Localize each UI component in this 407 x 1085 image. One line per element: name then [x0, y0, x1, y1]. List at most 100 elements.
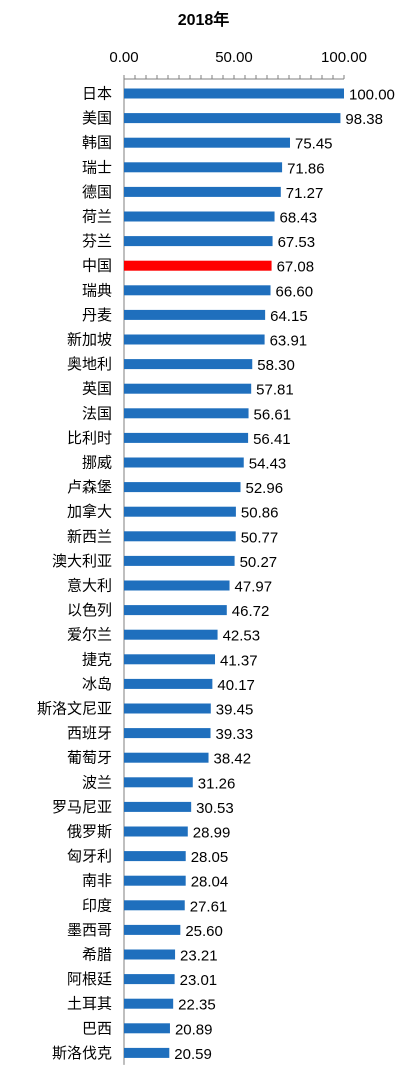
x-tick-label: 100.00	[321, 49, 367, 66]
category-label: 希腊	[82, 947, 112, 964]
category-label: 意大利	[67, 577, 112, 595]
category-label: 冰岛	[82, 676, 112, 693]
data-label: 28.05	[191, 849, 229, 866]
data-label: 58.30	[257, 357, 295, 374]
bar	[124, 851, 186, 862]
category-label: 罗马尼亚	[52, 799, 112, 816]
category-label: 挪威	[82, 455, 112, 472]
category-label: 斯洛伐克	[52, 1045, 112, 1062]
bar	[124, 211, 275, 222]
data-label: 47.97	[235, 579, 273, 596]
bar	[124, 1023, 170, 1034]
data-label: 56.41	[253, 431, 291, 448]
bar	[124, 88, 344, 99]
bar	[124, 359, 253, 370]
data-label: 22.35	[178, 997, 216, 1014]
data-label: 75.45	[295, 136, 333, 153]
data-label: 20.59	[174, 1046, 212, 1063]
data-label: 28.04	[191, 874, 229, 891]
bar	[124, 728, 211, 739]
category-label: 南非	[82, 873, 112, 890]
category-label: 葡萄牙	[67, 750, 112, 767]
bar	[124, 974, 175, 985]
bar	[124, 703, 211, 714]
data-label: 100.00	[349, 87, 395, 104]
bar	[124, 531, 236, 542]
data-label: 20.89	[175, 1021, 213, 1038]
data-label: 68.43	[280, 210, 318, 227]
category-label: 比利时	[67, 430, 112, 447]
bar	[124, 113, 341, 124]
bar	[124, 162, 283, 173]
data-label: 28.99	[193, 825, 231, 842]
data-label: 98.38	[345, 111, 383, 128]
category-label: 阿根廷	[67, 971, 112, 988]
bar	[124, 949, 176, 960]
data-label: 50.86	[241, 505, 279, 522]
bar	[124, 605, 227, 616]
category-label: 芬兰	[82, 233, 112, 250]
category-label: 德国	[82, 183, 112, 201]
data-label: 23.01	[180, 972, 218, 989]
data-label: 71.27	[286, 185, 324, 202]
bar	[124, 924, 181, 935]
data-label: 63.91	[270, 333, 308, 350]
category-label: 澳大利亚	[52, 553, 112, 570]
data-label: 64.15	[270, 308, 308, 325]
data-label: 23.21	[180, 948, 218, 965]
category-label: 奥地利	[67, 356, 112, 373]
bar	[124, 629, 218, 640]
category-label: 瑞典	[82, 282, 112, 299]
category-label: 卢森堡	[67, 479, 112, 496]
category-label: 巴西	[82, 1020, 112, 1037]
category-label: 中国	[82, 258, 112, 275]
data-label: 57.81	[256, 382, 294, 399]
chart-title: 2018年	[177, 12, 230, 29]
data-label: 42.53	[223, 628, 261, 645]
data-label: 39.33	[216, 726, 254, 743]
bar	[124, 826, 188, 837]
category-label: 美国	[82, 110, 112, 127]
x-tick-label: 0.00	[109, 49, 138, 66]
category-label: 韩国	[82, 135, 112, 152]
bar	[124, 260, 272, 271]
category-label: 印度	[82, 897, 112, 914]
bar	[124, 383, 252, 394]
category-label: 法国	[82, 405, 112, 422]
data-label: 71.86	[287, 160, 325, 177]
data-label: 50.27	[240, 554, 278, 571]
data-label: 40.17	[217, 677, 255, 694]
category-label: 匈牙利	[67, 848, 112, 865]
bar	[124, 900, 185, 911]
category-label: 荷兰	[82, 209, 112, 226]
category-label: 土耳其	[67, 996, 112, 1013]
data-label: 66.60	[276, 283, 314, 300]
category-label: 西班牙	[67, 725, 112, 742]
category-label: 以色列	[67, 602, 112, 619]
data-label: 50.77	[241, 529, 279, 546]
data-label: 30.53	[196, 800, 234, 817]
data-label: 25.60	[185, 923, 223, 940]
data-label: 46.72	[232, 603, 270, 620]
bar	[124, 801, 192, 812]
bar	[124, 334, 265, 345]
data-label: 41.37	[220, 652, 258, 669]
category-label: 英国	[82, 380, 112, 398]
data-label: 27.61	[190, 898, 228, 915]
category-label: 爱尔兰	[67, 627, 112, 644]
bar	[124, 998, 174, 1009]
data-label: 67.53	[278, 234, 316, 251]
bar	[124, 236, 273, 247]
bar	[124, 580, 230, 591]
bar	[124, 678, 213, 689]
category-label: 新加坡	[67, 332, 112, 349]
bar	[124, 408, 249, 419]
data-label: 56.61	[254, 406, 292, 423]
category-label: 加拿大	[67, 503, 112, 521]
category-label: 捷克	[82, 651, 112, 668]
x-tick-label: 50.00	[215, 49, 253, 66]
bar	[124, 482, 241, 493]
category-label: 日本	[82, 86, 112, 103]
